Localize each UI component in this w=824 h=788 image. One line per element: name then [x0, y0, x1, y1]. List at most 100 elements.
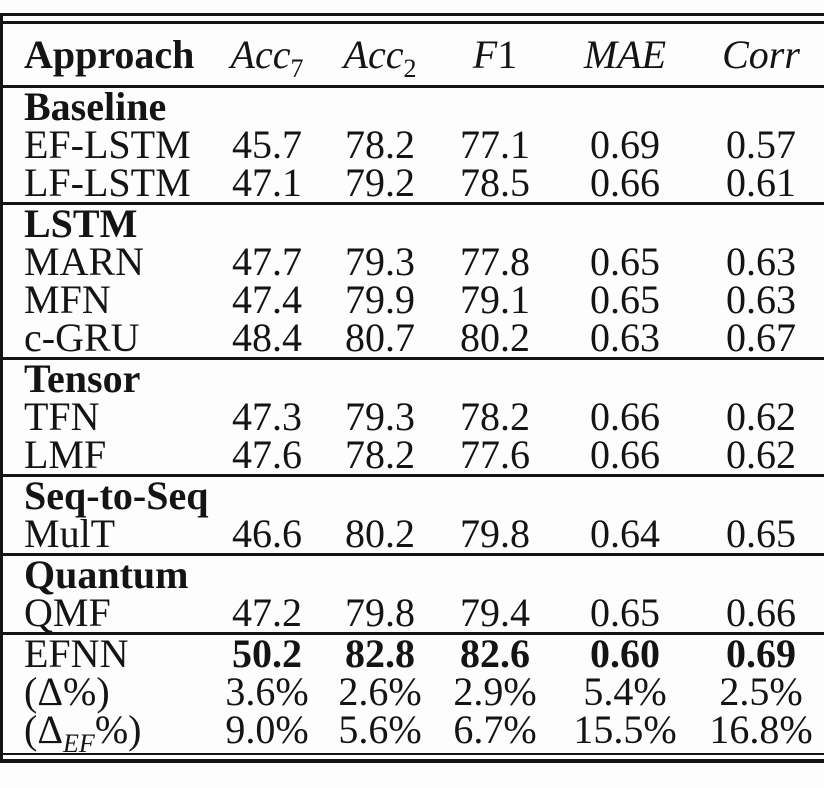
metric-value: 5.6% — [338, 707, 422, 752]
metric-value: 82.6 — [438, 632, 552, 673]
metric-value: 82.8 — [322, 632, 438, 673]
group-header-row: Quantum — [0, 553, 824, 594]
delta-ef-subscript: EF — [63, 729, 95, 758]
metric-value: 0.65 — [726, 511, 796, 556]
method-label: (ΔEF%) — [0, 710, 212, 757]
group-label: Tensor — [0, 357, 824, 398]
delta-ef-subscript-text: EF — [63, 729, 95, 758]
metric-value: 45.7 — [232, 122, 302, 167]
metric-value: 46.6 — [232, 511, 302, 556]
metric-value: 79.1 — [460, 277, 530, 322]
metric-value: 0.63 — [726, 277, 796, 322]
group-header-row: Baseline — [0, 87, 824, 127]
f1-tail: 1 — [497, 32, 518, 77]
method-row: EFNN 50.2 82.8 82.6 0.60 0.69 — [0, 632, 824, 673]
metric-value: 0.57 — [726, 122, 796, 167]
f1-base: F — [472, 32, 498, 77]
acc2-subscript: 2 — [403, 54, 417, 83]
group-label: LSTM — [0, 202, 824, 243]
group-label: Baseline — [24, 84, 167, 129]
mae-label: MAE — [583, 32, 667, 77]
group-header-row: Seq-to-Seq — [0, 474, 824, 515]
method-label: MARN — [24, 239, 145, 284]
metric-value: 0.66 — [590, 432, 660, 477]
metric-value: 48.4 — [232, 315, 302, 360]
metric-value: 78.5 — [460, 160, 530, 205]
metric-value: 5.4% — [583, 669, 667, 714]
metric-value: 0.62 — [726, 394, 796, 439]
col-header-acc7: Acc7 — [212, 24, 322, 88]
method-row: EF-LSTM 45.7 78.2 77.1 0.69 0.57 — [0, 122, 824, 167]
method-row: LMF 47.6 78.2 77.6 0.66 0.62 — [0, 432, 824, 477]
group-label: Seq-to-Seq — [0, 474, 824, 515]
metric-value: 77.1 — [460, 122, 530, 167]
group-header-row: LSTM — [0, 202, 824, 243]
method-row: MulT 46.6 80.2 79.8 0.64 0.65 — [0, 511, 824, 556]
metric-value: 0.69 — [590, 122, 660, 167]
method-row: c-GRU 48.4 80.7 80.2 0.63 0.67 — [0, 315, 824, 360]
acc2-base: Acc — [343, 32, 404, 77]
metric-value: 0.66 — [726, 590, 796, 635]
metric-value: 78.2 — [460, 394, 530, 439]
top-double-rule — [0, 13, 824, 24]
results-table: Approach Acc7 Acc2 F1 MAE Corr Baseline E… — [0, 24, 824, 757]
metric-value: 0.66 — [590, 160, 660, 205]
header-row: Approach Acc7 Acc2 F1 MAE Corr — [0, 24, 824, 88]
col-header-approach: Approach — [0, 24, 212, 88]
metric-value: 9.0% — [225, 707, 309, 752]
metric-value: 79.2 — [345, 160, 415, 205]
metric-value: 0.63 — [726, 239, 796, 284]
group-header-row: Tensor — [0, 357, 824, 398]
method-row: (Δ%) 3.6% 2.6% 2.9% 5.4% 2.5% — [0, 669, 824, 714]
metric-value: 77.8 — [460, 239, 530, 284]
metric-value: 79.4 — [460, 590, 530, 635]
method-row: (ΔEF%) 9.0% 5.6% 6.7% 15.5% 16.8% — [0, 707, 824, 757]
method-row: QMF 47.2 79.8 79.4 0.65 0.66 — [0, 590, 824, 635]
metric-value: 47.1 — [232, 160, 302, 205]
delta-ef-post: %) — [94, 707, 142, 752]
metric-value: 47.4 — [232, 277, 302, 322]
metric-value: 47.7 — [232, 239, 302, 284]
method-label: c-GRU — [24, 315, 140, 360]
method-label: LMF — [24, 432, 107, 477]
col-header-mae: MAE — [552, 24, 698, 88]
metric-value: 0.65 — [590, 277, 660, 322]
method-label: TFN — [24, 394, 100, 439]
delta-ef-pre: (Δ — [24, 707, 64, 752]
table-body: Baseline EF-LSTM 45.7 78.2 77.1 0.69 0.57 LF-LS… — [0, 87, 824, 757]
metric-value: 2.5% — [719, 669, 803, 714]
metric-value: 6.7% — [453, 707, 537, 752]
method-row: MARN 47.7 79.3 77.8 0.65 0.63 — [0, 239, 824, 284]
metric-value: 79.8 — [460, 511, 530, 556]
metric-value: 79.8 — [345, 590, 415, 635]
metric-value: 47.2 — [232, 590, 302, 635]
metric-value: 47.3 — [232, 394, 302, 439]
col-header-acc2: Acc2 — [322, 24, 438, 88]
metric-value: 77.6 — [460, 432, 530, 477]
method-label: EFNN — [0, 632, 212, 673]
metric-value: 80.2 — [345, 511, 415, 556]
metric-value: 15.5% — [573, 707, 677, 752]
metric-value: 79.3 — [345, 394, 415, 439]
method-row: LF-LSTM 47.1 79.2 78.5 0.66 0.61 — [0, 160, 824, 205]
method-row: TFN 47.3 79.3 78.2 0.66 0.62 — [0, 394, 824, 439]
metric-value: 0.65 — [590, 239, 660, 284]
method-row: MFN 47.4 79.9 79.1 0.65 0.63 — [0, 277, 824, 322]
metric-value: 80.2 — [460, 315, 530, 360]
method-label: MulT — [24, 511, 116, 556]
metric-value: 0.69 — [698, 632, 824, 673]
col-header-corr: Corr — [698, 24, 824, 88]
col-header-f1: F1 — [438, 24, 552, 88]
metric-value: 78.2 — [345, 122, 415, 167]
metric-value: 0.67 — [726, 315, 796, 360]
corr-label: Corr — [722, 32, 800, 77]
metric-value: 2.9% — [453, 669, 537, 714]
method-label: QMF — [24, 590, 111, 635]
metric-value: 50.2 — [212, 632, 322, 673]
metric-value: 80.7 — [345, 315, 415, 360]
metric-value: 47.6 — [232, 432, 302, 477]
metric-value: 0.65 — [590, 590, 660, 635]
method-label: MFN — [24, 277, 111, 322]
metric-value: 0.60 — [552, 632, 698, 673]
